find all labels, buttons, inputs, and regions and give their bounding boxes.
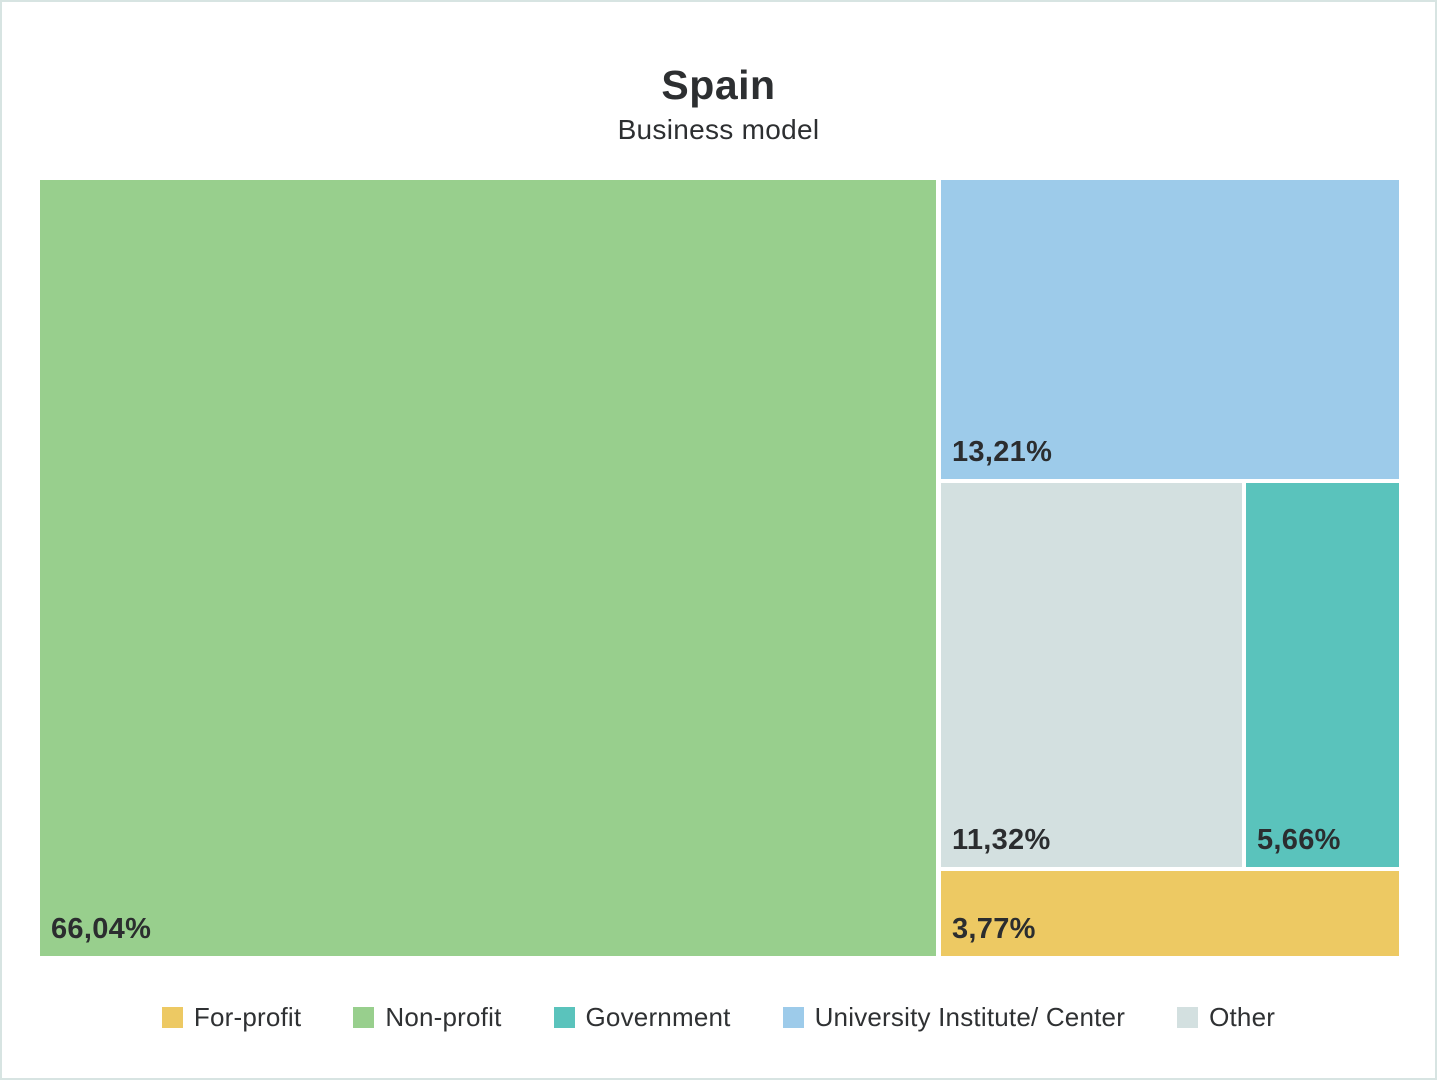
treemap-tile-value-label: 13,21% xyxy=(952,436,1053,468)
legend-swatch-university-institute-center xyxy=(782,1007,804,1028)
legend-swatch-government xyxy=(553,1007,575,1028)
treemap-tile-other: 11,32% xyxy=(941,483,1242,867)
legend-item-government: Government xyxy=(553,1002,731,1033)
treemap-tile-for-profit: 3,77% xyxy=(941,871,1399,956)
legend-swatch-for-profit xyxy=(161,1007,183,1028)
treemap-tile-government: 5,66% xyxy=(1246,483,1399,867)
legend-label: Government xyxy=(585,1002,731,1032)
treemap-tile-non-profit: 66,04% xyxy=(40,180,936,956)
treemap-tile-value-label: 66,04% xyxy=(51,913,152,945)
treemap-tile-value-label: 11,32% xyxy=(952,824,1051,856)
legend-label: For-profit xyxy=(193,1002,302,1032)
chart-subtitle: Business model xyxy=(617,114,820,145)
legend-swatch-other xyxy=(1177,1007,1199,1028)
legend-item-other: Other xyxy=(1177,1002,1275,1033)
legend-label: University Institute/ Center xyxy=(814,1002,1126,1032)
treemap: 66,04% 13,21% 11,32% 5,66% 3,77% xyxy=(40,180,1399,956)
chart-title: Spain xyxy=(661,62,776,108)
legend-item-for-profit: For-profit xyxy=(161,1002,302,1033)
legend-swatch-non-profit xyxy=(353,1007,375,1028)
legend-label: Non-profit xyxy=(385,1002,502,1032)
legend-item-university-institute-center: University Institute/ Center xyxy=(782,1002,1126,1033)
legend-label: Other xyxy=(1209,1002,1276,1032)
treemap-tile-university-institute-center: 13,21% xyxy=(941,180,1399,479)
chart-legend: For-profit Non-profit Government Univers… xyxy=(2,1002,1435,1033)
treemap-tile-value-label: 5,66% xyxy=(1257,824,1341,856)
legend-item-non-profit: Non-profit xyxy=(353,1002,501,1033)
treemap-tile-value-label: 3,77% xyxy=(952,913,1036,945)
